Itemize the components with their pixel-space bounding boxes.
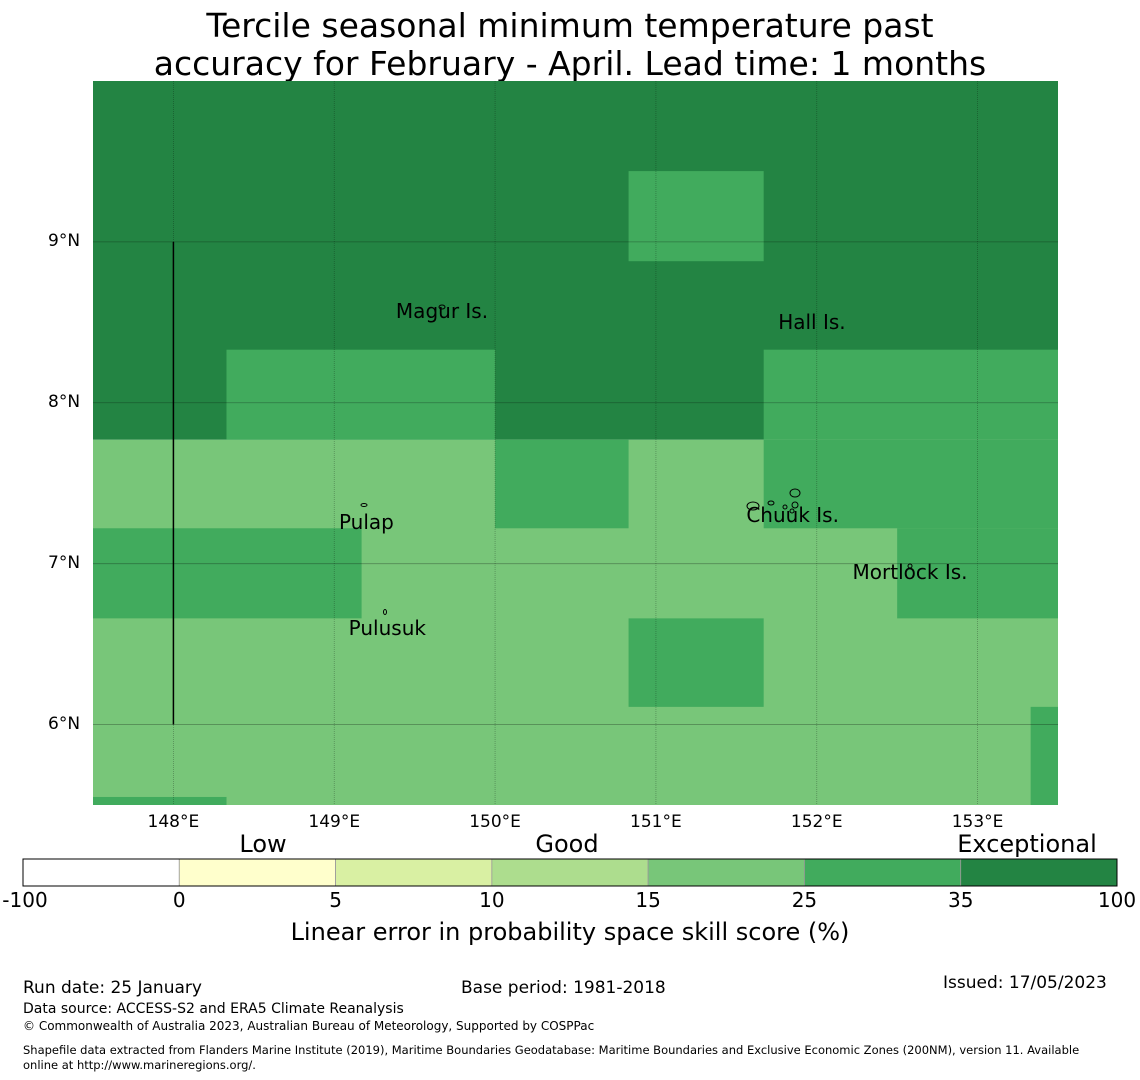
place-label: Mortlock Is. (852, 559, 968, 584)
skill-cell-3 (763, 349, 1058, 440)
lon-tick-label: 150°E (469, 812, 521, 832)
category-low: Low (239, 830, 287, 858)
place-label: Pulap (338, 509, 394, 534)
skill-cell-5 (495, 439, 629, 529)
place-label: Pulusuk (348, 616, 426, 641)
colorbar-tick-label: 25 (791, 888, 818, 912)
island-outline (767, 500, 775, 506)
skill-cell-2 (226, 349, 496, 440)
colorbar-swatch-1 (178, 858, 336, 887)
category-exceptional: Exceptional (957, 830, 1097, 858)
colorbar-tick-label: 100 (1097, 888, 1137, 912)
island-outline (360, 503, 368, 507)
island-outline (791, 501, 799, 509)
colorbar-swatch-6 (960, 858, 1118, 887)
data-source: Data source: ACCESS-S2 and ERA5 Climate … (23, 1001, 404, 1017)
island-outline (782, 504, 788, 510)
map-title-line-2: accuracy for February - April. Lead time… (153, 44, 987, 83)
colorbar-swatch-0 (22, 858, 180, 887)
skill-cell-9 (628, 618, 764, 707)
run-date: Run date: 25 January (23, 978, 202, 998)
lat-tick-label: 8°N (48, 391, 81, 412)
island-outline (789, 488, 801, 498)
island-outline (383, 609, 387, 615)
island-outline (438, 304, 446, 310)
colorbar-tick-label: -100 (2, 888, 48, 912)
skill-cell-6 (763, 439, 1058, 529)
colorbar-frame (22, 858, 1118, 887)
colorbar-swatch-2 (335, 858, 493, 887)
colorbar-tick-label: 5 (329, 888, 342, 912)
lat-tick-label: 6°N (48, 713, 81, 734)
skill-cell-1 (628, 171, 764, 262)
skill-score-map (93, 81, 1058, 805)
colorbar-tick-label: 15 (635, 888, 661, 912)
skill-cell-11 (93, 796, 227, 805)
place-label: Hall Is. (778, 310, 846, 335)
colorbar-tick-label: 0 (172, 888, 186, 912)
lat-tick-label: 9°N (48, 230, 81, 251)
colorbar-tick-label: 35 (947, 888, 974, 912)
lon-tick-label: 153°E (951, 812, 1004, 832)
colorbar-label: Linear error in probability space skill … (290, 918, 850, 946)
lon-tick-label: 148°E (147, 812, 200, 832)
shapefile-credit-line-1: Shapefile data extracted from Flanders M… (23, 1043, 1080, 1057)
island-outline (746, 501, 760, 511)
base-period: Base period: 1981-2018 (461, 978, 666, 998)
skill-cell-10 (1030, 706, 1058, 805)
shapefile-credit-line-2: online at http://www.marineregions.org/. (23, 1058, 256, 1072)
island-outline (907, 563, 913, 569)
lon-tick-label: 149°E (308, 812, 361, 832)
skill-cell-7 (93, 528, 362, 619)
place-label: Magur Is. (395, 299, 489, 324)
issued-date: Issued: 17/05/2023 (943, 973, 1107, 993)
place-label: Chuuk Is. (746, 503, 839, 528)
lon-tick-label: 151°E (630, 812, 682, 832)
map-title-line-1: Tercile seasonal minimum temperature pas… (206, 6, 934, 45)
island-outline (789, 508, 795, 514)
skill-cell-8 (897, 528, 1058, 619)
colorbar-tick-label: 10 (479, 888, 505, 912)
colorbar-swatch-3 (491, 858, 649, 887)
lat-tick-label: 7°N (48, 552, 81, 573)
lon-tick-label: 152°E (790, 812, 843, 832)
copyright: © Commonwealth of Australia 2023, Austra… (23, 1019, 595, 1033)
category-good: Good (535, 830, 599, 858)
colorbar-swatch-5 (804, 858, 962, 887)
colorbar-swatch-4 (647, 858, 805, 887)
